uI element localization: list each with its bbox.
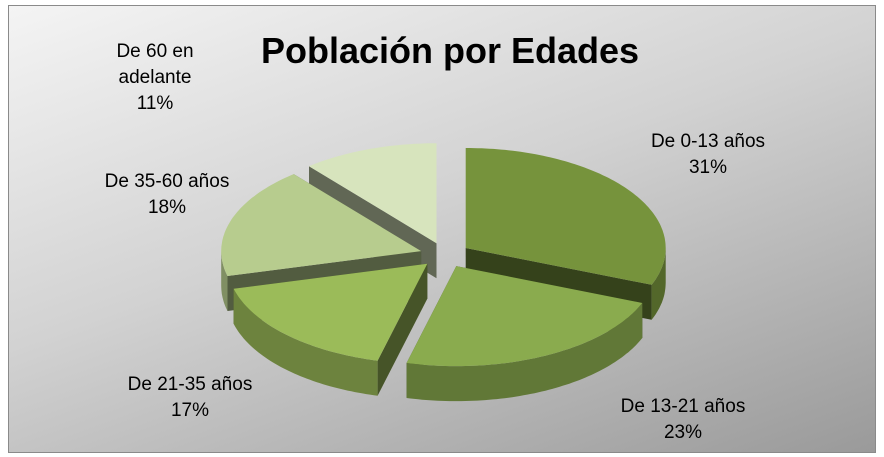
value-label: 23% [663, 422, 703, 443]
slice-side [233, 288, 378, 396]
category-label: De 35-60 años [104, 171, 230, 192]
category-label: De 21-35 años [127, 374, 253, 395]
data-label: De 35-60 años 18% [105, 169, 230, 221]
value-label: 11% [136, 93, 174, 114]
value-label: 17% [170, 400, 210, 421]
slice [309, 143, 437, 244]
data-label: De 21-35 años 17% [128, 372, 253, 424]
slice [233, 263, 428, 361]
chart-title: Población por Edades [260, 30, 640, 71]
data-label: De 0-13 años 31% [651, 129, 765, 181]
slice-side [406, 303, 643, 402]
slice [465, 148, 666, 285]
slice-side [221, 251, 228, 311]
category-label: De 60 en adelante [116, 41, 194, 88]
slice-side [651, 248, 666, 320]
value-label: 18% [147, 197, 187, 218]
category-label: De 13-21 años [620, 396, 746, 417]
value-label: 31% [688, 157, 728, 178]
category-label: De 0-13 años [650, 131, 766, 152]
slice [221, 174, 422, 276]
slice [406, 266, 643, 367]
data-label: De 60 en adelante 11% [100, 39, 210, 117]
data-label: De 13-21 años 23% [621, 394, 746, 446]
